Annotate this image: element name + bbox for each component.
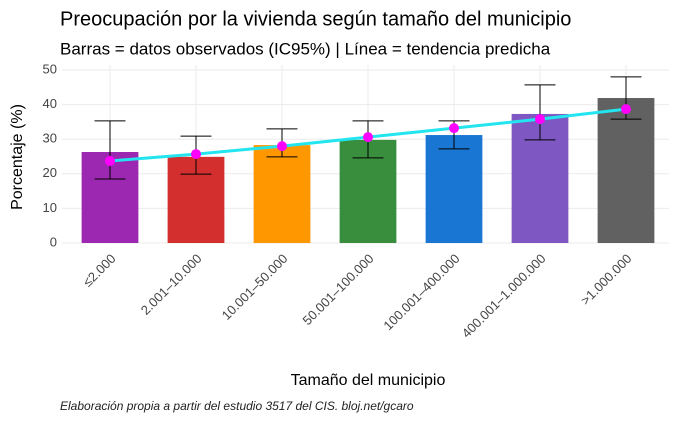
x-tick-label: 2.001–10.000 — [138, 251, 205, 318]
y-tick-label: 0 — [50, 234, 57, 249]
x-tick-label: >1.000.000 — [578, 251, 635, 308]
x-tick-label: 100.001–400.000 — [380, 251, 462, 333]
bar — [253, 145, 311, 243]
trend-point — [105, 155, 115, 166]
error-bar — [524, 84, 556, 141]
trend-point — [535, 114, 545, 125]
x-tick-label: 10.001–50.000 — [219, 251, 291, 323]
y-tick-label: 40 — [43, 96, 57, 111]
x-tick-label: 400.001–1.000.000 — [459, 251, 549, 341]
y-tick-label: 20 — [43, 165, 57, 180]
y-tick-label: 10 — [43, 200, 57, 215]
x-tick-label: ≤2.000 — [80, 251, 119, 290]
x-axis-title: Tamaño del municipio — [291, 372, 446, 389]
trend-point — [449, 123, 459, 134]
trend-point — [277, 141, 287, 152]
chart-subtitle: Barras = datos observados (IC95%) | Líne… — [60, 39, 551, 58]
trend-point — [363, 132, 373, 143]
trend-point — [191, 149, 201, 160]
x-tick-label: 50.001–100.000 — [299, 251, 376, 328]
error-bar — [94, 120, 126, 180]
trend-point — [621, 104, 631, 115]
y-tick-label: 30 — [43, 131, 57, 146]
caption: Elaboración propia a partir del estudio … — [60, 399, 414, 413]
y-axis-title: Porcentaje (%) — [9, 104, 26, 210]
y-tick-label: 50 — [43, 61, 57, 76]
chart-title: Preocupación por la vivienda según tamañ… — [60, 8, 571, 30]
bar — [425, 135, 483, 243]
bar — [597, 98, 655, 243]
